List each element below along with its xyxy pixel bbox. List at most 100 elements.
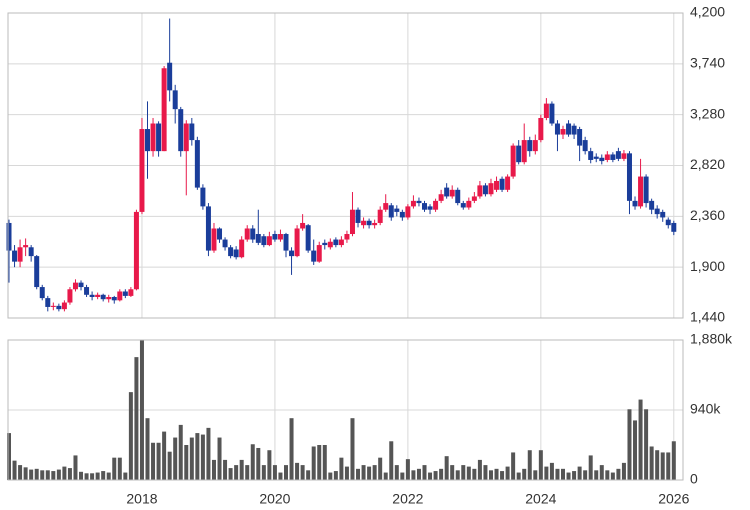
volume-bar — [101, 471, 106, 480]
volume-bar — [505, 466, 510, 480]
candle-body — [6, 222, 12, 251]
volume-bar — [195, 433, 200, 480]
candle-body — [599, 157, 605, 162]
candle-body — [117, 291, 123, 301]
candle-body — [444, 187, 450, 197]
marks — [6, 18, 677, 480]
volume-panel — [7, 339, 684, 481]
volume-bar — [145, 418, 150, 480]
candle-body — [200, 187, 206, 207]
volume-bar — [217, 437, 222, 480]
volume-bar — [461, 465, 466, 480]
volume-bar — [494, 468, 499, 480]
candle-body — [122, 291, 128, 296]
y-tick-label: 4,200 — [690, 4, 725, 20]
volume-bar — [488, 470, 493, 480]
candle-body — [172, 90, 178, 110]
volume-bar — [151, 442, 156, 480]
candle-body — [482, 185, 488, 195]
candle-body — [100, 294, 106, 300]
candle-body — [388, 205, 394, 218]
y-tick-label: 1,900 — [690, 258, 725, 274]
volume-bar — [649, 446, 654, 480]
candle-body — [12, 250, 18, 262]
volume-bar — [311, 446, 316, 480]
volume-bar — [500, 471, 505, 480]
candle-body — [239, 239, 245, 258]
volume-bar — [289, 418, 294, 480]
volume-bar — [621, 462, 626, 480]
volume-bar — [139, 340, 144, 480]
volume-bar — [372, 465, 377, 480]
candle-body — [505, 176, 511, 190]
candle-body — [521, 140, 527, 163]
volume-bar — [610, 472, 615, 480]
candle-body — [45, 298, 51, 307]
volume-bar — [422, 465, 427, 480]
volume-bar — [522, 468, 527, 480]
candle-body — [61, 302, 67, 310]
volume-bar — [184, 445, 189, 480]
volume-bar — [660, 452, 665, 480]
candle-body — [111, 297, 117, 301]
volume-bar — [638, 399, 643, 480]
candle-body — [355, 209, 361, 223]
volume-bar — [90, 473, 95, 480]
candle-body — [133, 211, 139, 290]
volume-bar — [394, 465, 399, 480]
volume-bar — [605, 470, 610, 480]
volume-bar — [189, 437, 194, 480]
volume-bar — [284, 465, 288, 480]
candle-body — [272, 234, 278, 240]
volume-bar — [472, 468, 477, 480]
candle-body — [128, 289, 134, 296]
candle-body — [499, 178, 505, 190]
volume-bar — [389, 441, 394, 480]
volume-bar — [433, 471, 438, 480]
candle-body — [261, 236, 267, 246]
candle-body — [222, 239, 228, 248]
candle-body — [361, 220, 367, 226]
candle-body — [50, 305, 56, 307]
volume-bar — [173, 437, 178, 480]
candle-body — [189, 123, 195, 141]
candle-body — [626, 153, 632, 201]
candle-body — [671, 222, 677, 232]
candle-body — [560, 129, 566, 135]
candle-body — [167, 62, 173, 91]
candle-body — [643, 176, 649, 204]
candle-body — [255, 234, 261, 243]
candle-body — [477, 185, 483, 197]
candle-body — [56, 305, 62, 310]
candle-body — [433, 200, 439, 210]
volume-bar — [162, 431, 167, 480]
candle-body — [344, 234, 350, 240]
candle-body — [283, 234, 289, 251]
volume-bar — [7, 433, 11, 480]
volume-bar — [400, 472, 405, 480]
candle-body — [211, 228, 217, 251]
candle-body — [34, 256, 40, 288]
volume-bar — [223, 459, 228, 480]
candle-body — [67, 289, 73, 303]
candle-body — [394, 208, 400, 212]
volume-bar — [79, 471, 84, 480]
candle-body — [494, 180, 500, 190]
candle-body — [294, 228, 300, 257]
volume-bar — [511, 452, 516, 480]
volume-bar — [644, 409, 649, 480]
candle-body — [549, 103, 555, 124]
candle-body — [228, 247, 234, 257]
candle-body — [383, 203, 389, 210]
candle-body — [84, 287, 90, 295]
candle-body — [610, 154, 616, 160]
candle-body — [305, 225, 311, 251]
volume-bar — [23, 467, 28, 480]
candle-body — [422, 203, 427, 210]
volume-bar — [29, 469, 34, 480]
volume-bar — [34, 468, 39, 480]
volume-bar — [350, 418, 355, 480]
candle-body — [139, 129, 145, 212]
candle-body — [106, 297, 112, 300]
